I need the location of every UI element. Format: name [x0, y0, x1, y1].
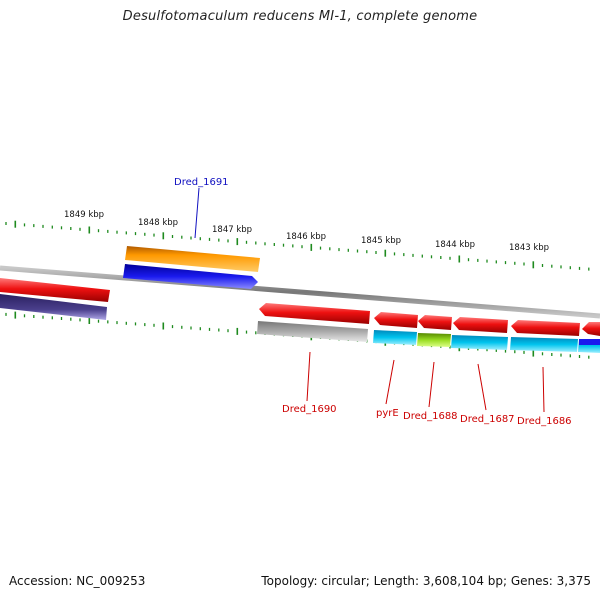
gene-label-dred-1686: Dred_1686	[517, 416, 572, 427]
genome-backbone	[0, 265, 600, 319]
gene-block-cyan-1	[373, 330, 417, 345]
scale-label-1844: 1844 kbp	[435, 240, 475, 250]
gene-block-reverse-navy	[0, 294, 107, 320]
gene-block-yellowgreen	[417, 333, 451, 347]
gene-block-forward-blue	[123, 264, 258, 289]
gene-block-cyan-3	[510, 337, 578, 352]
scale-label-1849: 1849 kbp	[64, 210, 104, 220]
topology-text: Topology: circular; Length: 3,608,104 bp…	[261, 574, 591, 588]
gene-block-pyre	[374, 312, 418, 328]
gene-block-forward-red	[0, 278, 110, 302]
gene-block-edge-red	[582, 322, 600, 336]
gene-block-dred-1690	[259, 303, 370, 324]
gene-label-dred-1690: Dred_1690	[282, 404, 337, 415]
gene-label-dred-1687: Dred_1687	[460, 414, 515, 425]
leader-dred-1688	[428, 361, 435, 408]
scale-label-1848: 1848 kbp	[138, 218, 178, 228]
leader-dred-1687	[477, 363, 487, 411]
accession-text: Accession: NC_009253	[9, 574, 146, 588]
gene-label-pyre: pyrE	[376, 408, 399, 419]
gene-block-dred-1686	[511, 320, 580, 336]
leader-dred-1690	[306, 351, 311, 402]
gene-block-cyan-2	[451, 335, 508, 350]
scale-label-1847: 1847 kbp	[212, 225, 252, 235]
leader-pyre	[385, 359, 395, 405]
leader-dred-1686	[542, 366, 545, 413]
gene-block-edge-blue	[579, 339, 600, 345]
gene-block-dred-1691	[125, 246, 260, 272]
gene-label-dred-1688: Dred_1688	[403, 411, 458, 422]
map-title: Desulfotomaculum reducens MI-1, complete…	[122, 9, 478, 24]
gene-label-dred-1691: Dred_1691	[174, 177, 229, 188]
scale-ticks	[5, 220, 590, 359]
gene-block-dred-1688	[418, 315, 452, 330]
gene-block-gray	[257, 321, 368, 342]
scale-label-1845: 1845 kbp	[361, 236, 401, 246]
scale-label-1846: 1846 kbp	[286, 232, 326, 242]
scale-label-1843: 1843 kbp	[509, 243, 549, 253]
leader-dred-1691	[194, 187, 200, 239]
gene-block-dred-1687	[453, 317, 508, 333]
